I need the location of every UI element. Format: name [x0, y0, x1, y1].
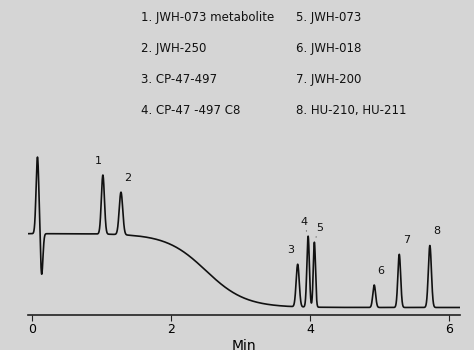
- Text: 3. CP-47-497: 3. CP-47-497: [141, 72, 217, 85]
- Text: 1: 1: [94, 156, 101, 166]
- Text: 2. JWH-250: 2. JWH-250: [141, 42, 206, 55]
- Text: 6: 6: [378, 266, 385, 276]
- X-axis label: Min: Min: [232, 339, 256, 350]
- Text: 7: 7: [402, 235, 410, 245]
- Text: 1. JWH-073 metabolite: 1. JWH-073 metabolite: [141, 10, 274, 23]
- Text: 8: 8: [433, 226, 440, 237]
- Text: 7. JWH-200: 7. JWH-200: [296, 72, 361, 85]
- Text: 2: 2: [124, 173, 131, 183]
- Text: 3: 3: [287, 245, 294, 255]
- Text: 8. HU-210, HU-211: 8. HU-210, HU-211: [296, 104, 406, 117]
- Text: 6. JWH-018: 6. JWH-018: [296, 42, 361, 55]
- Text: 5: 5: [316, 223, 323, 233]
- Text: 4. CP-47 -497 C8: 4. CP-47 -497 C8: [141, 104, 240, 117]
- Text: 5. JWH-073: 5. JWH-073: [296, 10, 361, 23]
- Text: 4: 4: [301, 217, 308, 227]
